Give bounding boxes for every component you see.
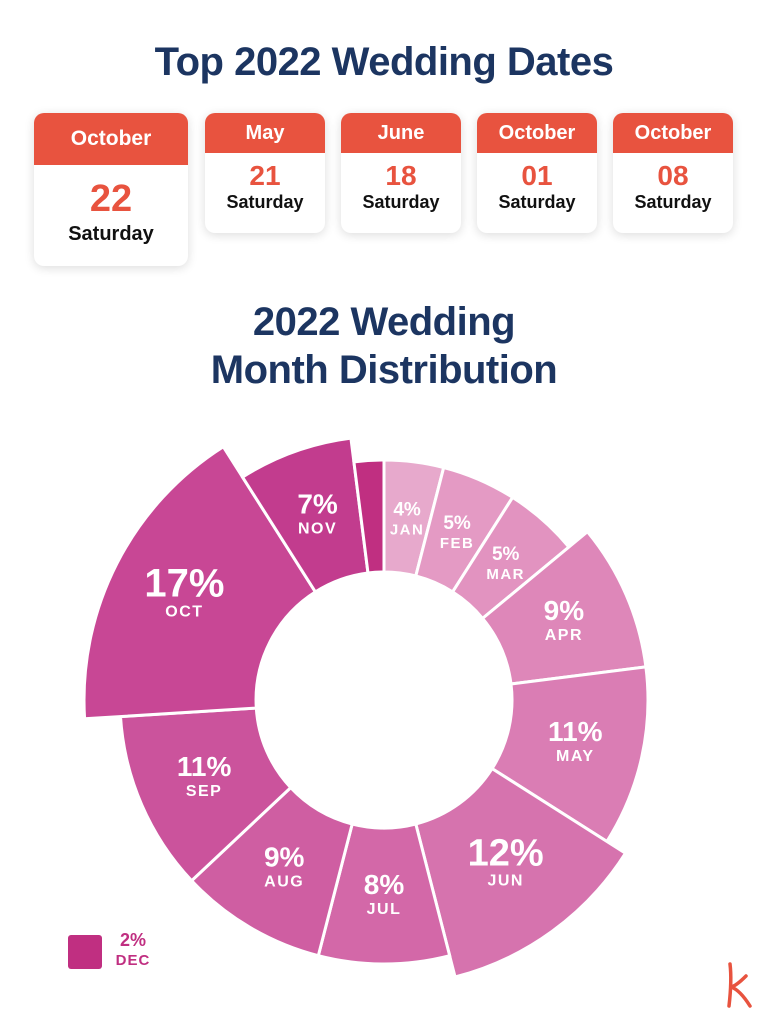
slice-dec <box>352 458 386 575</box>
legend-value: 2% <box>119 930 146 950</box>
calendar-weekday: Saturday <box>68 223 154 245</box>
slice-may <box>490 665 650 844</box>
slice-label-pct: 11% <box>548 716 603 747</box>
slice-label-pct: 5% <box>443 513 471 534</box>
calendar-weekday: Saturday <box>362 192 440 212</box>
calendar-day: 08 <box>657 160 689 191</box>
calendar-card-4: October 01 Saturday <box>477 113 597 233</box>
slice-label-month: NOV <box>298 521 337 538</box>
slice-label-pct: 12% <box>468 833 544 875</box>
calendar-month: October <box>477 113 597 153</box>
slice-label-month: JUL <box>367 901 402 918</box>
slice-label-month: OCT <box>165 603 203 620</box>
calendar-card-1: October 22 Saturday <box>34 113 188 266</box>
calendar-month: October <box>34 113 188 165</box>
calendar-weekday: Saturday <box>226 192 304 212</box>
slice-label-pct: 8% <box>364 869 405 900</box>
calendar-card-2: May 21 Saturday <box>205 113 325 233</box>
chart-title-text: 2022 Wedding Month Distribution <box>210 300 558 392</box>
slice-label-pct: 11% <box>177 751 232 782</box>
slice-label-month: MAY <box>556 748 595 765</box>
slice-nov <box>240 436 370 594</box>
calendar-month: October <box>613 113 733 153</box>
calendar-day: 18 <box>385 160 417 191</box>
slice-label-month: SEP <box>186 783 223 800</box>
slice-label-pct: 7% <box>297 489 338 520</box>
slice-label-month: AUG <box>264 874 304 891</box>
calendar-month: May <box>205 113 325 153</box>
calendar-weekday: Saturday <box>634 192 712 212</box>
slice-oct <box>82 444 318 721</box>
slice-label-pct: 4% <box>393 500 421 521</box>
slice-label-pct: 5% <box>492 544 520 565</box>
page-title: Top 2022 Wedding Dates <box>154 40 614 84</box>
slice-label-month: APR <box>545 627 583 644</box>
calendar-month: June <box>341 113 461 153</box>
slice-label-month: JAN <box>390 522 425 539</box>
chart-title: 2022 Wedding Month Distribution <box>0 298 768 394</box>
slice-jul <box>316 822 452 966</box>
slice-jun <box>413 766 628 979</box>
calendar-day: 22 <box>89 178 133 220</box>
legend-swatch <box>68 935 102 969</box>
slice-apr <box>480 529 648 686</box>
slice-label-month: MAR <box>486 566 525 583</box>
k-logo-icon <box>727 962 752 1008</box>
slice-sep <box>118 706 293 883</box>
slice-aug <box>189 785 355 958</box>
slice-label-pct: 9% <box>544 595 585 626</box>
donut-chart: 4%JAN 5%FEB5%MAR9%APR11%MAY12%JUN8%JUL9%A… <box>82 436 650 979</box>
calendar-day: 21 <box>249 160 281 191</box>
calendar-card-3: June 18 Saturday <box>341 113 461 233</box>
calendar-weekday: Saturday <box>498 192 576 212</box>
calendar-day: 01 <box>521 160 553 191</box>
slice-label-month: JUN <box>487 873 524 890</box>
slice-label-pct: 17% <box>144 561 224 605</box>
slice-label-month: FEB <box>440 535 475 552</box>
slice-label-pct: 9% <box>264 842 305 873</box>
calendar-card-5: October 08 Saturday <box>613 113 733 233</box>
legend-label: DEC <box>115 952 151 969</box>
